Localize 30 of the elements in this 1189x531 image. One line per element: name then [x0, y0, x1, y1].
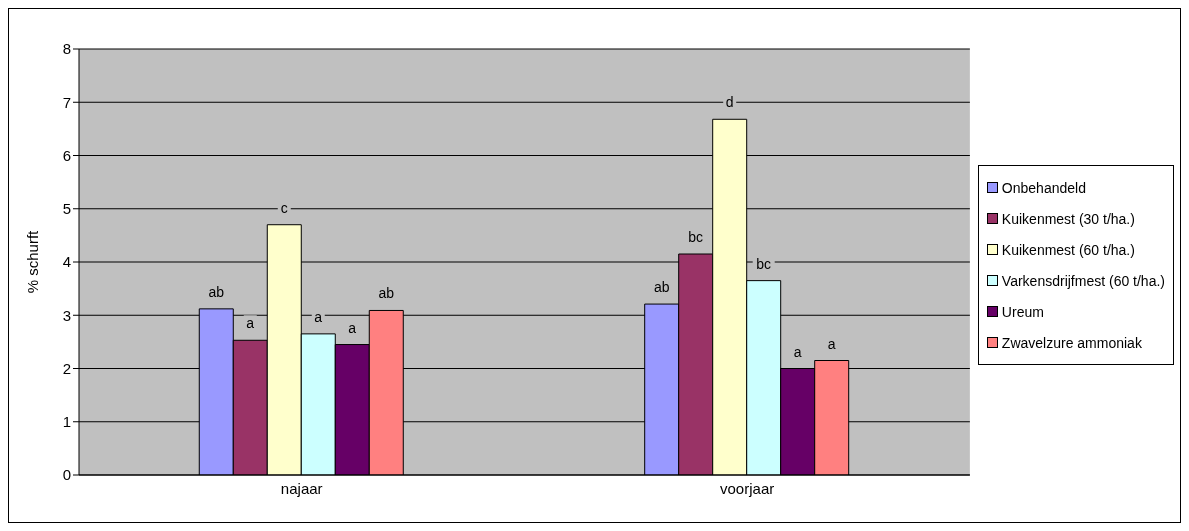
data-label: bc — [756, 255, 772, 272]
y-tick-label: 2 — [62, 359, 71, 377]
data-label: a — [793, 343, 802, 360]
y-tick-label: 8 — [62, 40, 71, 58]
data-label: ab — [653, 279, 670, 296]
y-tick-label: 6 — [62, 146, 71, 164]
y-tick-label: 7 — [62, 93, 71, 111]
legend-label: Onbehandeld — [1001, 179, 1086, 196]
y-tick-label: 1 — [62, 413, 71, 431]
legend-label: Zwavelzure ammoniak — [1001, 334, 1142, 351]
data-label: ab — [378, 285, 395, 302]
legend-label: Kuikenmest (30 t/ha.) — [1001, 210, 1135, 227]
data-label: a — [348, 319, 357, 336]
x-tick-label: voorjaar — [720, 479, 775, 497]
x-tick-label: najaar — [280, 479, 323, 497]
legend-label: Kuikenmest (60 t/ha.) — [1001, 241, 1135, 258]
data-label: a — [314, 308, 323, 325]
y-tick-label: 4 — [62, 253, 71, 271]
data-label: c — [280, 199, 288, 216]
legend-label: Ureum — [1001, 303, 1044, 320]
data-label: a — [827, 335, 836, 352]
legend-label: Varkensdrijfmest (60 t/ha.) — [1001, 272, 1165, 289]
y-tick-label: 5 — [62, 200, 71, 218]
data-label: ab — [208, 283, 225, 300]
data-label: d — [725, 94, 734, 111]
y-axis-title: % schurft — [24, 229, 42, 294]
data-label: a — [246, 315, 255, 332]
y-tick-label: 3 — [62, 306, 71, 324]
data-label: bc — [688, 229, 704, 246]
y-tick-label: 0 — [62, 466, 71, 484]
